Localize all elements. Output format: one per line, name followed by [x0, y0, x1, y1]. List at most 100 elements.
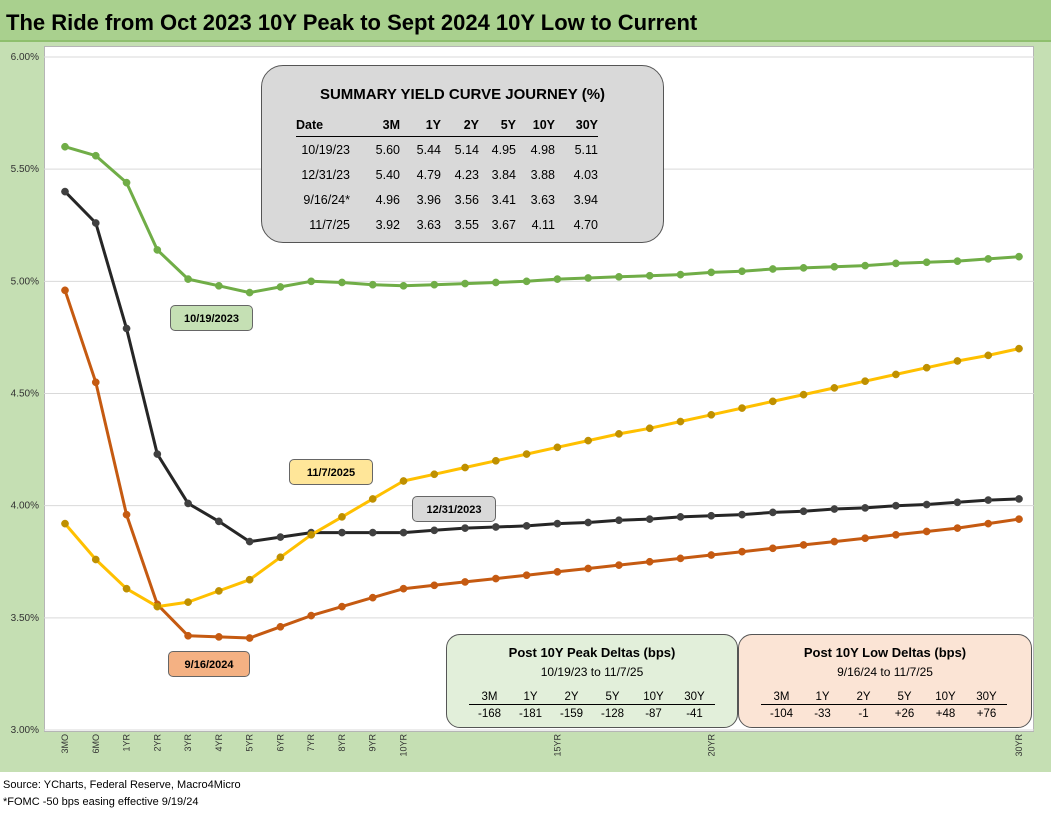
- data-point-10-19-2023: [61, 142, 69, 151]
- data-point-10-19-2023: [91, 151, 100, 160]
- x-tick-label: 6YR: [275, 734, 285, 752]
- data-point-11-7-2025: [276, 553, 285, 562]
- data-point-12-31-2023: [645, 515, 654, 523]
- data-point-11-7-2025: [215, 587, 223, 595]
- data-point-9-16-2024: [307, 611, 316, 620]
- summary-cell: 3.94: [573, 192, 598, 207]
- data-point-9-16-2024: [645, 557, 654, 566]
- data-point-10-19-2023: [1015, 252, 1023, 261]
- data-point-10-19-2023: [122, 178, 131, 187]
- data-point-12-31-2023: [91, 219, 100, 227]
- data-point-10-19-2023: [584, 274, 593, 282]
- data-point-10-19-2023: [707, 268, 716, 277]
- data-point-12-31-2023: [461, 524, 469, 532]
- data-point-9-16-2024: [553, 567, 562, 576]
- data-point-12-31-2023: [491, 523, 500, 531]
- data-point-11-7-2025: [953, 357, 962, 365]
- data-point-10-19-2023: [461, 279, 469, 288]
- data-point-9-16-2024: [953, 524, 962, 532]
- data-point-10-19-2023: [953, 257, 962, 265]
- data-point-9-16-2024: [122, 510, 131, 519]
- delta-header: 1Y: [510, 689, 551, 705]
- data-point-9-16-2024: [461, 578, 469, 586]
- summary-row: 12/31/23 5.40 4.79 4.23 3.84 3.88 4.03: [296, 162, 598, 187]
- series-line-9-16-2024: [63, 289, 1020, 640]
- summary-cell: 4.96: [375, 192, 400, 207]
- data-point-10-19-2023: [830, 262, 839, 271]
- delta-value: -104: [769, 707, 794, 720]
- delta-header: 1Y: [802, 689, 843, 705]
- delta-value: -87: [645, 707, 662, 720]
- data-point-12-31-2023: [276, 533, 285, 541]
- summary-row: 10/19/23 5.60 5.44 5.14 4.95 4.98 5.11: [296, 137, 598, 163]
- summary-cell: 3.55: [454, 217, 479, 232]
- data-point-12-31-2023: [399, 528, 408, 537]
- data-point-10-19-2023: [368, 280, 377, 289]
- summary-header-30y: 30Y: [555, 118, 598, 137]
- data-point-9-16-2024: [615, 561, 623, 569]
- label-text: 9/16/2024: [184, 659, 234, 671]
- label-9-16-2024: 9/16/2024: [168, 651, 250, 677]
- low-deltas-title: Post 10Y Low Deltas (bps): [803, 645, 967, 660]
- label-12-31-2023: 12/31/2023: [412, 496, 496, 522]
- x-tick-label: 1YR: [122, 734, 132, 752]
- summary-cell: 9/16/24*: [303, 192, 350, 207]
- data-point-11-7-2025: [892, 370, 900, 379]
- x-tick-label: 8YR: [337, 734, 347, 752]
- summary-header-2y: 2Y: [441, 118, 479, 137]
- data-point-12-31-2023: [245, 537, 254, 546]
- data-point-11-7-2025: [491, 456, 500, 465]
- y-tick-label: 5.50%: [11, 164, 39, 175]
- data-point-9-16-2024: [430, 581, 439, 590]
- delta-header: 3M: [469, 689, 510, 705]
- data-point-9-16-2024: [522, 571, 531, 580]
- data-point-10-19-2023: [338, 278, 346, 287]
- data-point-12-31-2023: [430, 526, 439, 535]
- data-point-11-7-2025: [338, 513, 346, 521]
- title-bar: The Ride from Oct 2023 10Y Peak to Sept …: [0, 0, 1051, 42]
- data-point-9-16-2024: [830, 537, 839, 546]
- data-point-9-16-2024: [584, 564, 593, 573]
- delta-value: -159: [559, 707, 584, 720]
- x-tick-label: 2YR: [152, 734, 162, 752]
- data-point-12-31-2023: [707, 511, 716, 520]
- summary-cell: 10/19/23: [301, 142, 350, 157]
- data-point-12-31-2023: [830, 505, 839, 513]
- data-point-12-31-2023: [861, 504, 869, 512]
- data-point-9-16-2024: [245, 634, 254, 642]
- data-point-11-7-2025: [645, 424, 654, 433]
- summary-row: 9/16/24* 4.96 3.96 3.56 3.41 3.63 3.94: [296, 187, 598, 212]
- data-point-9-16-2024: [1015, 515, 1023, 523]
- data-point-12-31-2023: [922, 500, 931, 509]
- summary-cell: 5.60: [375, 142, 400, 157]
- data-point-10-19-2023: [922, 258, 931, 267]
- data-point-9-16-2024: [768, 544, 777, 553]
- data-point-11-7-2025: [245, 575, 254, 584]
- data-point-12-31-2023: [368, 528, 377, 537]
- delta-value: +76: [976, 707, 997, 720]
- data-point-10-19-2023: [861, 261, 869, 270]
- data-point-10-19-2023: [522, 277, 531, 286]
- peak-deltas-value-row: -168 -181 -159 -128 -87 -41: [469, 705, 715, 723]
- x-tick-label: 5YR: [245, 734, 255, 752]
- data-point-11-7-2025: [91, 555, 100, 564]
- label-text: 12/31/2023: [426, 504, 482, 516]
- peak-deltas-subtitle: 10/19/23 to 11/7/25: [540, 665, 644, 679]
- data-point-10-19-2023: [799, 264, 808, 272]
- data-point-9-16-2024: [91, 378, 100, 387]
- data-point-11-7-2025: [122, 584, 131, 593]
- summary-cell: 5.44: [416, 142, 441, 157]
- low-deltas-value-row: -104 -33 -1 +26 +48 +76: [761, 705, 1007, 723]
- x-tick-label: 6MO: [91, 734, 101, 754]
- data-point-12-31-2023: [215, 517, 223, 526]
- data-point-10-19-2023: [676, 270, 685, 279]
- summary-cell: 4.79: [416, 167, 441, 182]
- data-point-11-7-2025: [399, 477, 408, 485]
- delta-value: -168: [477, 707, 502, 720]
- delta-value: -128: [600, 707, 625, 720]
- data-point-9-16-2024: [922, 527, 931, 536]
- yield-curve-chart: 3.00% 3.50% 4.00% 4.50% 5.00% 5.50% 6.00% 3MO 6M…: [11, 52, 1034, 757]
- data-point-11-7-2025: [553, 443, 562, 452]
- delta-header: 3M: [761, 689, 802, 705]
- summary-title: SUMMARY YIELD CURVE JOURNEY (%): [319, 86, 606, 103]
